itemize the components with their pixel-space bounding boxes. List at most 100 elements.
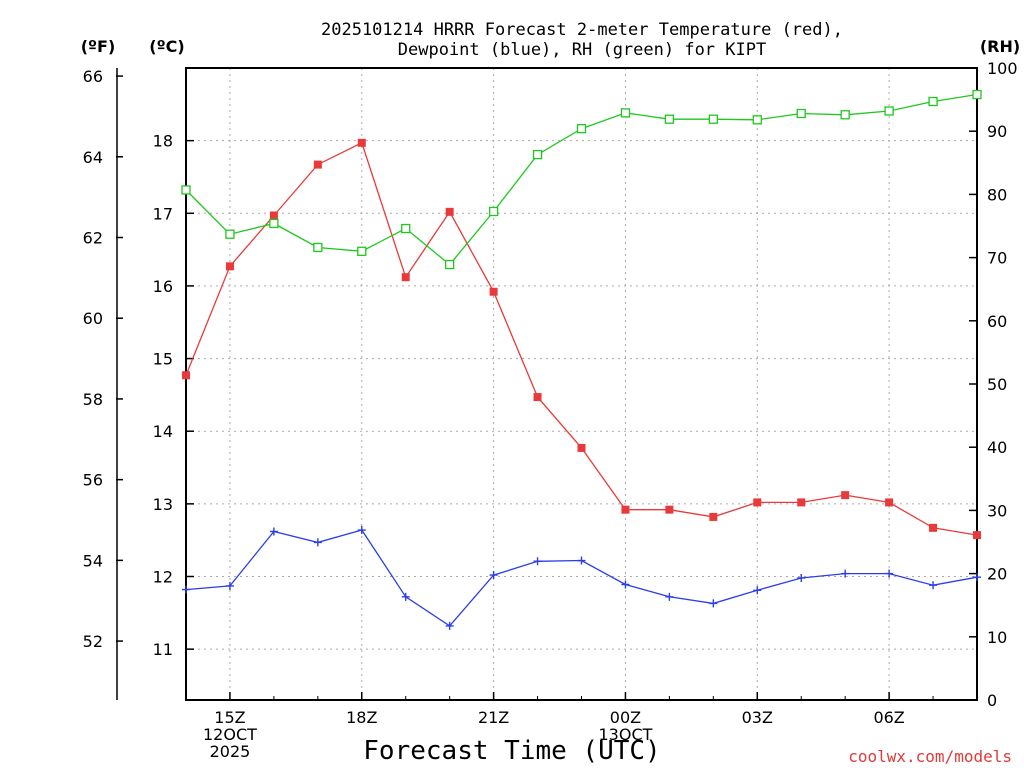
temperature-point bbox=[753, 498, 762, 507]
temperature-point bbox=[929, 523, 938, 532]
celsius-tick-label: 11 bbox=[153, 640, 173, 659]
temperature-point bbox=[621, 505, 630, 514]
chart-title-line2: Dewpoint (blue), RH (green) for KIPT bbox=[398, 40, 766, 60]
dewpoint-point bbox=[929, 581, 938, 590]
fahrenheit-unit-label: (ºF) bbox=[81, 37, 116, 56]
rh-tick-label: 50 bbox=[987, 375, 1007, 394]
rh-point bbox=[884, 106, 894, 116]
rh-point bbox=[928, 96, 938, 107]
dewpoint-point bbox=[182, 585, 190, 594]
fahrenheit-tick-label: 52 bbox=[83, 632, 103, 651]
credit-label: coolwx.com/models bbox=[848, 747, 1012, 766]
axes: 52 54 56 58 60 62 64 66 11 12 13 14 15 16 17 18 0 10 20 30 4… bbox=[83, 59, 1018, 761]
x-axis-label: Forecast Time (UTC) bbox=[363, 736, 660, 766]
rh-point bbox=[181, 185, 191, 195]
dewpoint-point bbox=[445, 621, 454, 630]
x-tick-label: 2025 bbox=[210, 742, 251, 761]
rh-point bbox=[840, 110, 850, 120]
dewpoint-point bbox=[357, 526, 366, 535]
celsius-tick-label: 12 bbox=[153, 568, 173, 587]
chart-title-line1: 2025101214 HRRR Forecast 2-meter Tempera… bbox=[321, 20, 843, 40]
rh-point bbox=[576, 124, 587, 134]
temperature-point bbox=[401, 273, 410, 282]
rh-point bbox=[313, 242, 323, 253]
rh-point bbox=[445, 259, 455, 270]
celsius-tick-label: 16 bbox=[153, 277, 173, 296]
fahrenheit-tick-label: 66 bbox=[83, 67, 103, 86]
x-tick-label: 21Z bbox=[478, 708, 509, 727]
rh-unit-label: (RH) bbox=[980, 37, 1020, 56]
x-tick-label: 03Z bbox=[742, 708, 773, 727]
dewpoint-point bbox=[797, 573, 806, 582]
data-series bbox=[181, 89, 982, 630]
x-tick-label: 18Z bbox=[346, 708, 377, 727]
dewpoint-point bbox=[621, 580, 630, 589]
rh-tick-label: 30 bbox=[987, 501, 1007, 520]
rh-tick-label: 20 bbox=[987, 565, 1007, 584]
rh-point bbox=[269, 218, 279, 229]
rh-point bbox=[752, 115, 762, 125]
temperature-point bbox=[182, 371, 190, 380]
temperature-point bbox=[665, 505, 674, 514]
celsius-tick-label: 17 bbox=[153, 204, 173, 223]
temperature-point bbox=[709, 512, 718, 521]
rh-tick-label: 60 bbox=[987, 312, 1007, 331]
dewpoint-point bbox=[577, 556, 586, 565]
dewpoint-point bbox=[753, 586, 762, 595]
rh-point bbox=[664, 114, 675, 124]
temperature-point bbox=[533, 393, 542, 402]
dewpoint-point bbox=[313, 538, 322, 547]
temperature-point bbox=[577, 443, 586, 452]
temperature-line bbox=[185, 141, 978, 536]
dewpoint-point bbox=[885, 569, 894, 578]
temperature-point bbox=[885, 498, 894, 507]
fahrenheit-tick-label: 54 bbox=[83, 551, 103, 570]
fahrenheit-tick-label: 64 bbox=[83, 148, 103, 167]
rh-tick-label: 80 bbox=[987, 185, 1007, 204]
temperature-point bbox=[973, 531, 981, 540]
temperature-point bbox=[225, 262, 234, 271]
x-tick-label: 00Z bbox=[610, 708, 641, 727]
rh-point bbox=[401, 223, 411, 234]
dewpoint-point bbox=[533, 557, 542, 566]
rh-tick-label: 0 bbox=[987, 691, 997, 710]
x-tick-label: 15Z bbox=[214, 708, 245, 727]
rh-point bbox=[488, 206, 499, 217]
rh-tick-label: 40 bbox=[987, 438, 1007, 457]
celsius-tick-label: 15 bbox=[153, 350, 173, 369]
celsius-tick-label: 18 bbox=[153, 132, 173, 151]
grid-lines bbox=[186, 68, 977, 700]
rh-point bbox=[225, 229, 235, 239]
dewpoint-point bbox=[665, 592, 674, 601]
rh-point bbox=[796, 108, 806, 119]
temperature-point bbox=[489, 287, 498, 296]
fahrenheit-tick-label: 60 bbox=[83, 309, 103, 328]
temperature-point bbox=[797, 498, 806, 507]
rh-tick-label: 90 bbox=[987, 122, 1007, 141]
rh-tick-label: 10 bbox=[987, 628, 1007, 647]
celsius-tick-label: 14 bbox=[153, 422, 173, 441]
dewpoint-point bbox=[225, 581, 234, 590]
celsius-tick-label: 13 bbox=[153, 495, 173, 514]
dewpoint-point bbox=[973, 573, 981, 582]
dewpoint-point bbox=[401, 592, 410, 601]
plot-frame bbox=[185, 67, 978, 701]
fahrenheit-tick-label: 56 bbox=[83, 471, 103, 490]
x-tick-label: 13OCT bbox=[598, 725, 652, 744]
temperature-point bbox=[313, 160, 322, 169]
rh-point bbox=[357, 246, 367, 256]
temperature-point bbox=[445, 207, 454, 216]
dewpoint-line bbox=[185, 529, 978, 627]
rh-point bbox=[620, 108, 631, 118]
dewpoint-point bbox=[489, 571, 498, 580]
x-tick-label: 12OCT bbox=[203, 725, 257, 744]
rh-tick-label: 100 bbox=[987, 59, 1018, 78]
rh-point bbox=[532, 149, 543, 160]
temperature-point bbox=[841, 491, 850, 500]
rh-point bbox=[972, 89, 982, 100]
celsius-unit-label: (ºC) bbox=[149, 37, 184, 56]
dewpoint-point bbox=[709, 599, 718, 608]
temperature-point bbox=[269, 211, 278, 220]
rh-tick-label: 70 bbox=[987, 249, 1007, 268]
